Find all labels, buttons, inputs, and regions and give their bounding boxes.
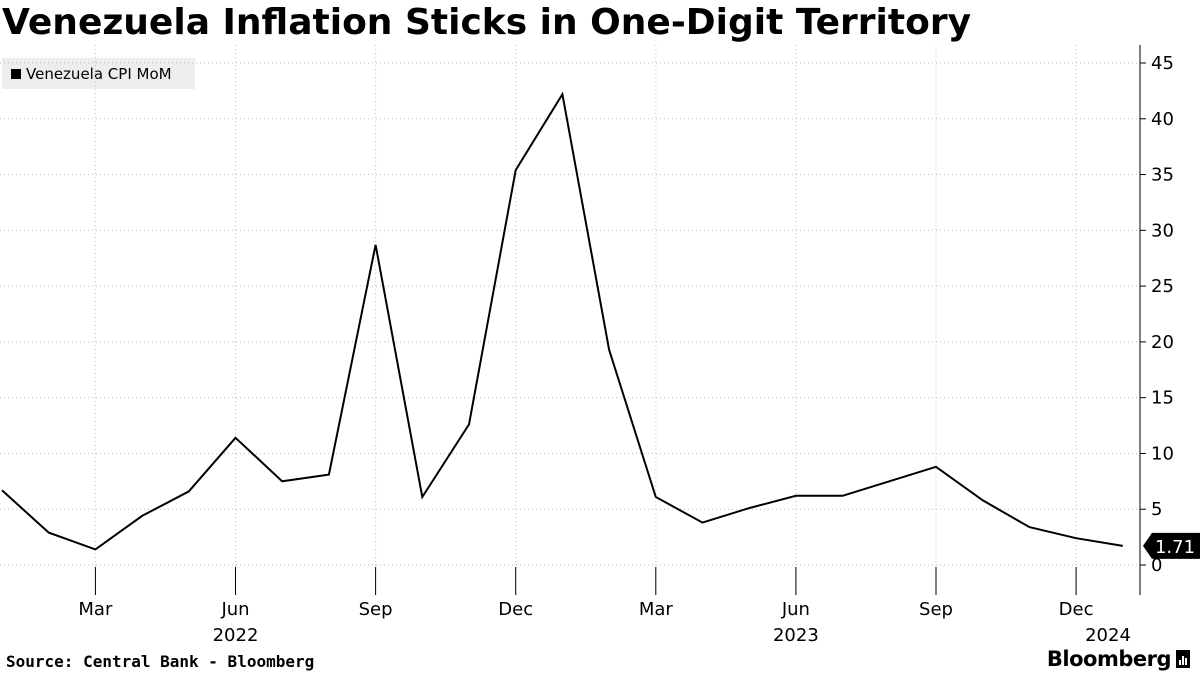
- y-tick-label: 5: [1151, 499, 1162, 520]
- brand-name: Bloomberg: [1046, 647, 1172, 671]
- legend-swatch: [11, 68, 21, 79]
- y-tick-label: 25: [1151, 276, 1174, 297]
- bloomberg-logo: Bloomberg: [1047, 647, 1190, 671]
- x-year-label: 2024: [1085, 625, 1131, 646]
- y-tick-label: 35: [1151, 165, 1174, 186]
- x-tick-label: Dec: [498, 599, 533, 620]
- y-tick-label: 10: [1151, 443, 1174, 464]
- y-tick-label: 0: [1151, 555, 1162, 576]
- x-tick-label: Dec: [1059, 599, 1094, 620]
- x-tick-label: Jun: [781, 599, 810, 620]
- y-tick-label: 20: [1151, 332, 1174, 353]
- x-tick-label: Jun: [220, 599, 249, 620]
- legend-label: Venezuela CPI MoM: [26, 64, 172, 83]
- x-year-label: 2023: [773, 625, 819, 646]
- y-tick-label: 40: [1151, 109, 1174, 130]
- y-tick-label: 15: [1151, 388, 1174, 409]
- y-tick-label: 45: [1151, 53, 1174, 74]
- x-tick-label: Sep: [359, 599, 393, 620]
- chart-title: Venezuela Inflation Sticks in One-Digit …: [2, 2, 972, 43]
- last-value-callout: [1143, 532, 1200, 559]
- x-tick-label: Sep: [919, 599, 953, 620]
- source-note: Source: Central Bank - Bloomberg: [6, 652, 315, 671]
- series-line-venezuela-cpi-mom: [1, 91, 1123, 551]
- legend: Venezuela CPI MoM: [2, 58, 195, 89]
- y-tick-label: 30: [1151, 220, 1174, 241]
- x-tick-label: Mar: [78, 599, 113, 620]
- bloomberg-bars-icon: [1176, 650, 1190, 668]
- x-year-label: 2022: [213, 625, 259, 646]
- last-value-label: 1.71: [1155, 537, 1195, 558]
- x-tick-label: Mar: [639, 599, 674, 620]
